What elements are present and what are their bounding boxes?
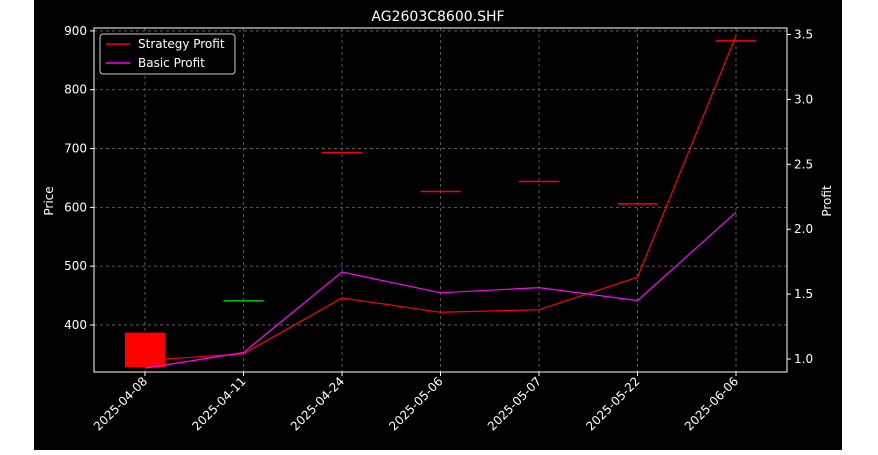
legend-label: Strategy Profit [138, 37, 225, 51]
y-tick-label-right: 1.5 [794, 287, 813, 301]
x-tick-label: 2025-04-24 [288, 374, 347, 433]
x-tick-label: 2025-05-06 [386, 374, 445, 433]
series-line [144, 211, 737, 369]
series-line [144, 35, 737, 361]
series-layer [144, 35, 737, 369]
x-tick-label: 2025-04-08 [91, 374, 150, 433]
y-tick-label-right: 2.0 [794, 222, 813, 236]
plot-frame [93, 27, 788, 373]
y-axis-left-label: Price [42, 186, 56, 215]
x-tick-label: 2025-05-22 [583, 374, 642, 433]
chart-svg: AG2603C8600.SHF Price Profit 400 500 600 70… [42, 9, 834, 433]
y-tick-label-right: 1.0 [794, 352, 813, 366]
y-tick-label-left: 700 [64, 142, 87, 156]
y-tick-label-right: 2.5 [794, 157, 813, 171]
y-tick-label-left: 400 [64, 318, 87, 332]
legend-box [99, 33, 236, 75]
grid-layer [94, 28, 787, 372]
legend-label: Basic Profit [138, 56, 205, 70]
chart-figure: AG2603C8600.SHF Price Profit 400 500 600 70… [34, 0, 842, 450]
y-axis-right-label: Profit [820, 185, 834, 217]
candle-layer [125, 40, 756, 368]
y-tick-label-right: 3.0 [794, 92, 813, 106]
x-tick-label: 2025-04-11 [189, 374, 248, 433]
price-candle [125, 332, 165, 368]
axes-layer [93, 27, 788, 373]
y-tick-label-right: 3.5 [794, 27, 813, 41]
y-tick-label-left: 600 [64, 200, 87, 214]
y-tick-label-left: 500 [64, 259, 87, 273]
legend: Strategy Profit Basic Profit [99, 33, 236, 75]
x-tick-label: 2025-06-06 [682, 374, 741, 433]
y-tick-label-left: 900 [64, 24, 87, 38]
chart-title: AG2603C8600.SHF [371, 9, 504, 25]
y-tick-label-left: 800 [64, 83, 87, 97]
x-tick-label: 2025-05-07 [485, 374, 544, 433]
